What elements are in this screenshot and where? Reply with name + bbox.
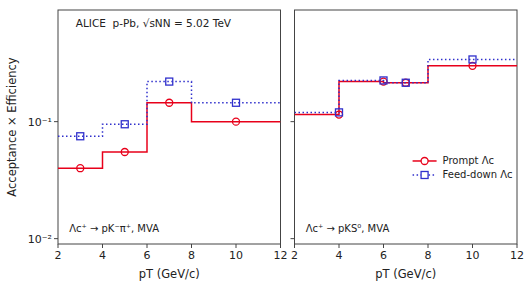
x-tick (339, 244, 340, 248)
x-axis-label: pT (GeV/c) (139, 267, 200, 281)
x-tick (517, 244, 518, 248)
x-tick (58, 244, 59, 248)
x-tick (383, 244, 384, 248)
legend-label: Prompt Λc (443, 155, 494, 166)
marker (336, 111, 343, 118)
x-tick-label: 6 (144, 249, 151, 262)
x-tick-label: 2 (291, 249, 298, 262)
marker (121, 121, 128, 128)
x-tick (236, 244, 237, 248)
data-area (58, 78, 281, 172)
panel-label: Λc⁺ → pK⁻π⁺, MVA (69, 223, 159, 234)
marker (166, 99, 173, 106)
y-tick-label: 10⁻¹ (28, 116, 52, 129)
data-area (295, 56, 518, 118)
marker (402, 79, 409, 86)
x-tick-label: 10 (466, 249, 480, 262)
step-line (58, 82, 281, 137)
x-tick-label: 8 (188, 249, 195, 262)
y-tick (291, 238, 295, 239)
x-tick-label: 8 (425, 249, 432, 262)
marker (121, 149, 128, 156)
x-tick-label: 2 (55, 249, 62, 262)
x-tick-label: 6 (380, 249, 387, 262)
y-tick (54, 121, 58, 122)
x-tick-label: 4 (99, 249, 106, 262)
x-tick (102, 244, 103, 248)
panel: 2 4 6 8 10 12 Λc⁺ → pKS⁰, MVA pT (GeV/c) Prompt … (291, 10, 525, 281)
y-axis-label: Acceptance × Efficiency (5, 57, 19, 196)
step-line (295, 66, 518, 115)
marker (336, 109, 343, 116)
step-line (58, 103, 281, 168)
panel-label: Λc⁺ → pKS⁰, MVA (306, 223, 390, 234)
legend-marker (421, 157, 428, 164)
step-line (295, 59, 518, 112)
y-tick (291, 121, 295, 122)
panel: 2 4 6 8 10 12 10⁻² 10⁻¹ Λc⁺ → pK⁻π⁺, MVA ALICE p-… (5, 10, 288, 281)
x-tick (294, 244, 295, 248)
marker (77, 133, 84, 140)
marker (469, 56, 476, 63)
x-tick-label: 12 (510, 249, 524, 262)
chart: 2 4 6 8 10 12 10⁻² 10⁻¹ Λc⁺ → pK⁻π⁺, MVA ALICE p-… (0, 0, 525, 284)
header: ALICE p-Pb, √sNN = 5.02 TeV (76, 17, 232, 29)
x-tick-label: 10 (229, 249, 243, 262)
marker (233, 118, 240, 125)
y-tick (54, 238, 58, 239)
x-tick (428, 244, 429, 248)
x-tick (191, 244, 192, 248)
plot-frame (58, 10, 281, 244)
y-tick-label: 10⁻² (28, 233, 52, 246)
x-tick (147, 244, 148, 248)
x-tick (280, 244, 281, 248)
x-tick-label: 12 (274, 249, 288, 262)
plot-frame (295, 10, 518, 244)
marker (402, 79, 409, 86)
marker (166, 78, 173, 85)
marker (77, 165, 84, 172)
x-axis-label: pT (GeV/c) (375, 267, 436, 281)
marker (233, 99, 240, 106)
x-tick (472, 244, 473, 248)
marker (380, 77, 387, 84)
legend-label: Feed-down Λc (443, 169, 513, 180)
x-tick-label: 4 (336, 249, 343, 262)
legend-marker (421, 171, 428, 178)
legend: Prompt Λc Feed-down Λc (413, 155, 513, 180)
